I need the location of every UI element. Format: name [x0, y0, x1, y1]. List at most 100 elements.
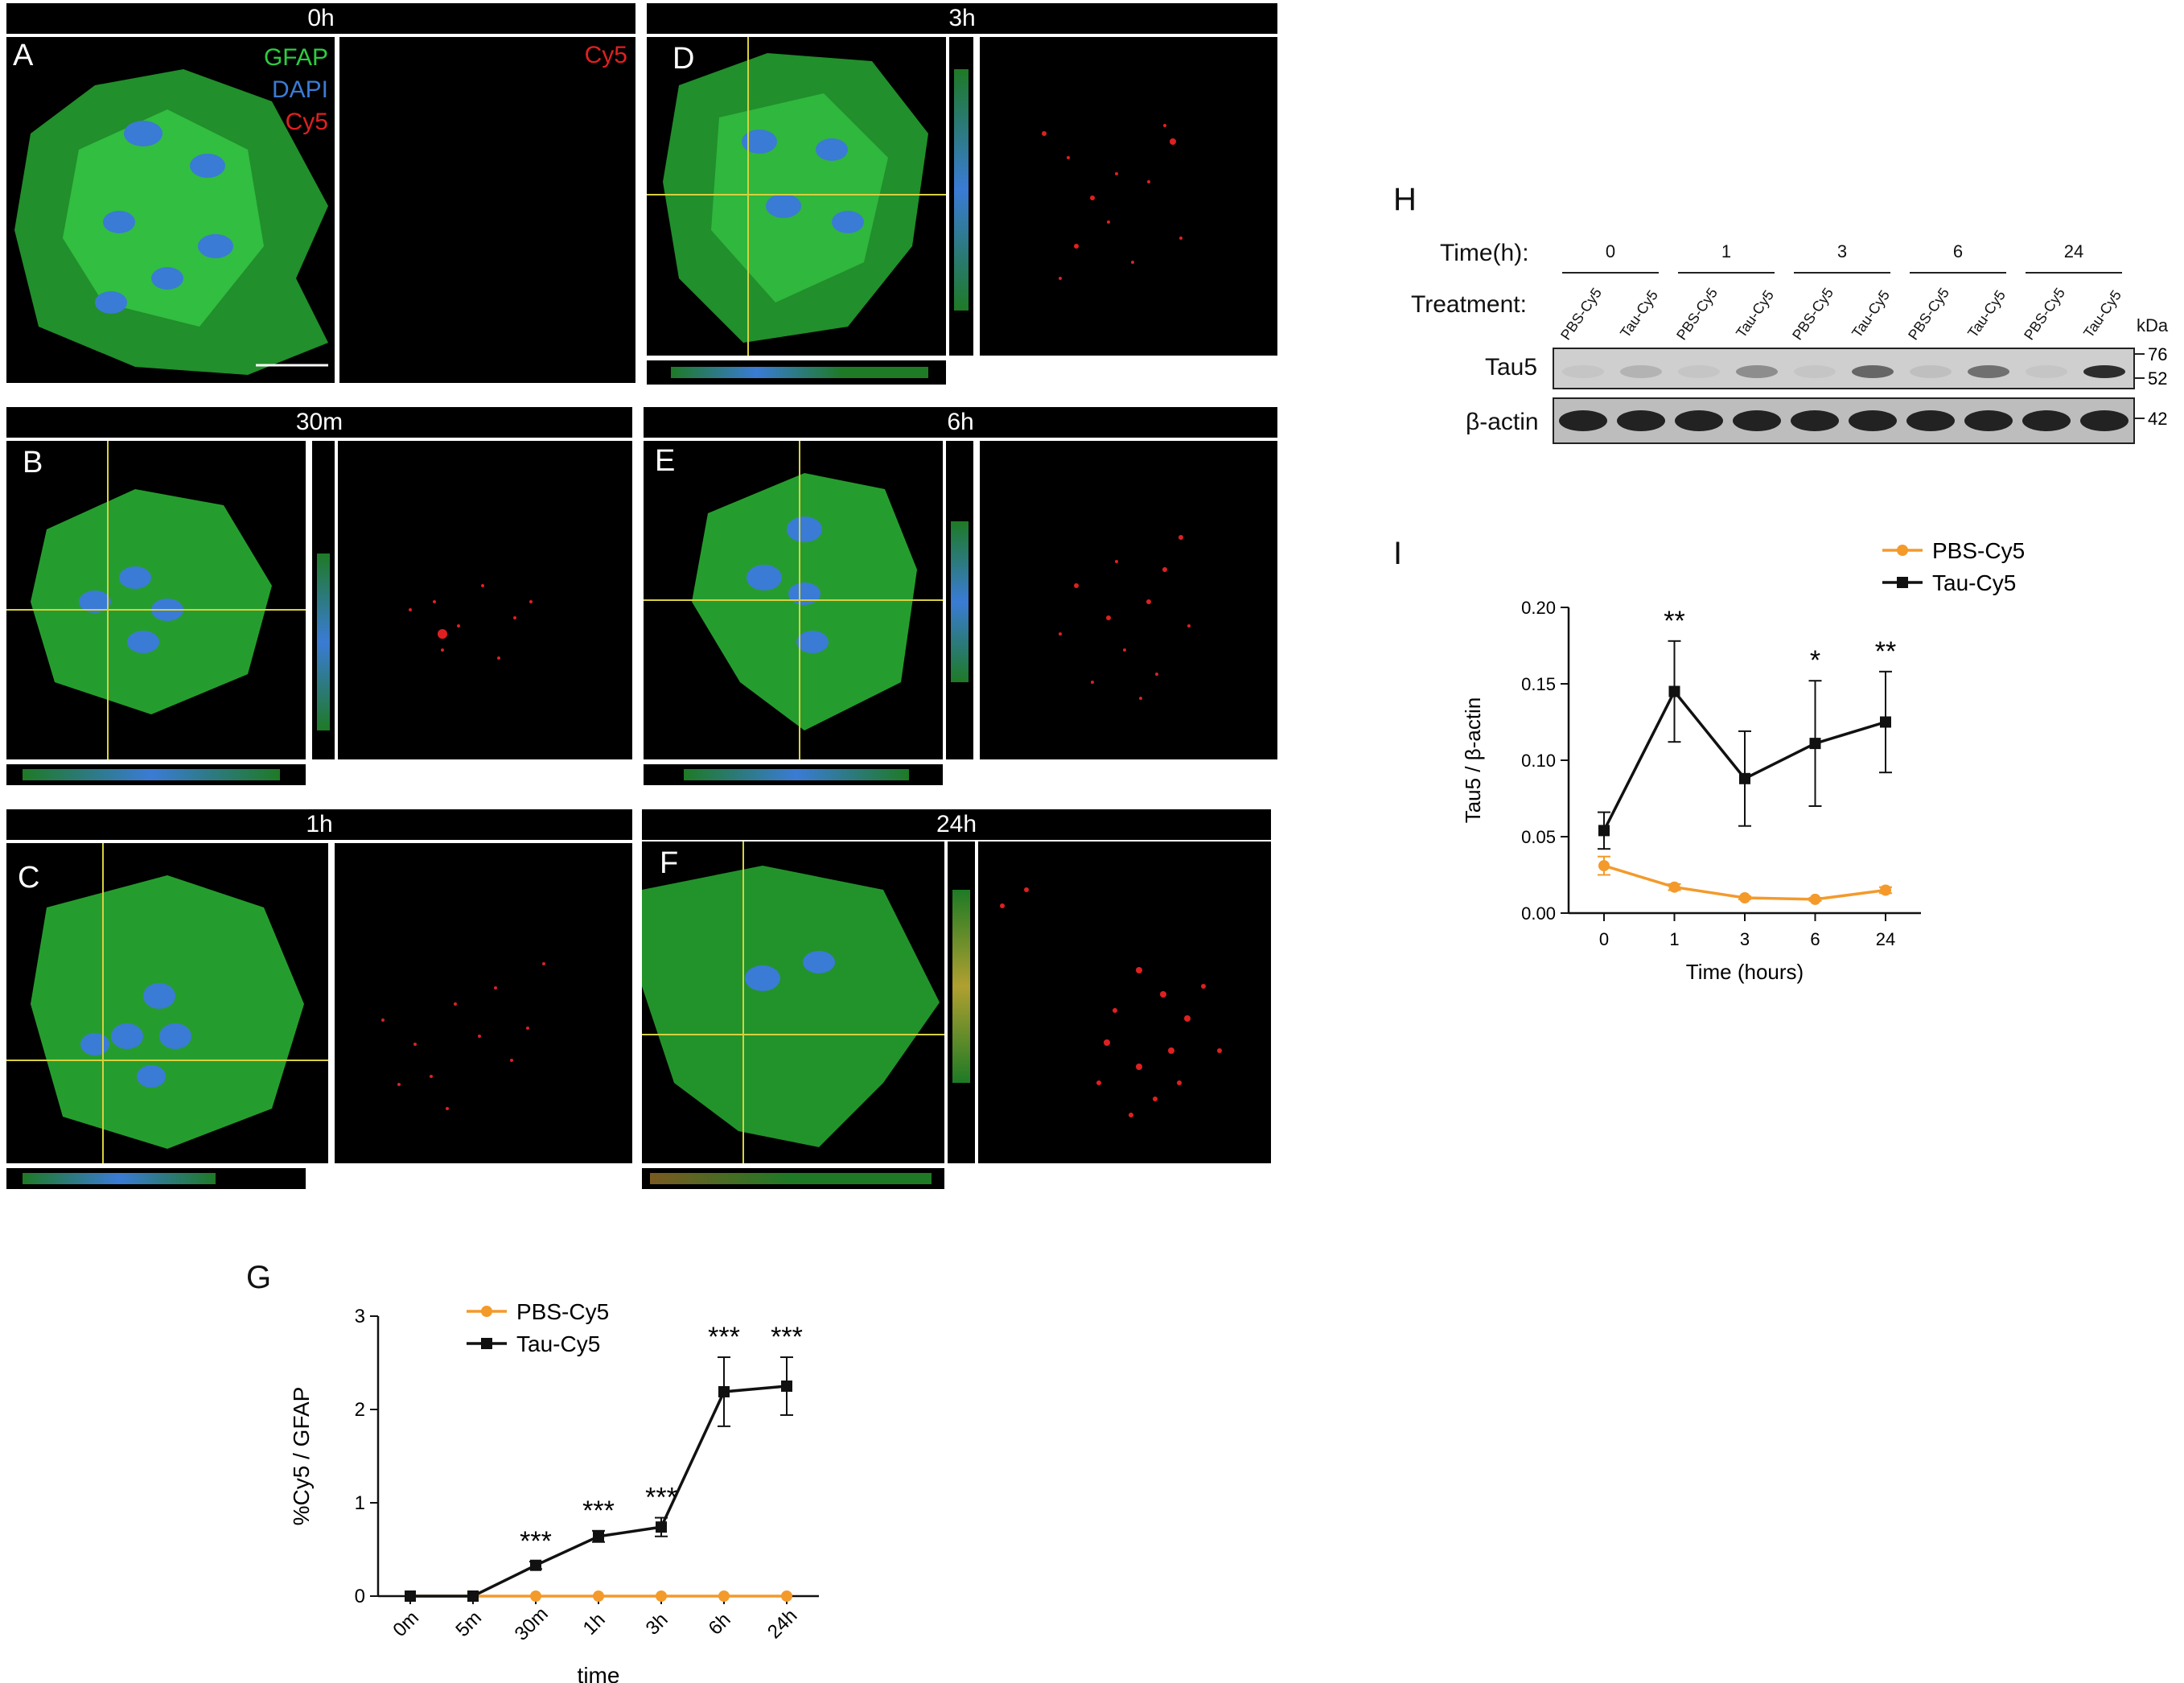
- blot-row-label-tau5: Tau5: [1485, 354, 1538, 381]
- time-group-0: 0: [1562, 241, 1659, 274]
- tau5-band: [1968, 365, 2009, 378]
- tau5-band: [1678, 365, 1720, 378]
- x-tick-label: 24h: [763, 1605, 801, 1643]
- lane-label: PBS-Cy5: [2021, 285, 2069, 344]
- data-point-tau-cy5: [1739, 772, 1750, 784]
- micrograph-e-merge: E: [644, 441, 943, 759]
- cy5-puncta-f: [1000, 887, 1222, 1117]
- y-tick-label: 2: [355, 1399, 365, 1421]
- x-tick-label: 5m: [451, 1607, 486, 1641]
- lane-label: Tau-Cy5: [1849, 287, 1894, 341]
- tau5-band: [1736, 365, 1778, 378]
- cy5-channel-label: Cy5: [584, 42, 627, 68]
- cy5-puncta-c: [381, 962, 545, 1110]
- actin-band: [1617, 410, 1665, 431]
- panel-letter-i: I: [1393, 536, 1403, 571]
- data-point-tau-cy5: [656, 1521, 667, 1533]
- legend-label: PBS-Cy5: [516, 1299, 609, 1324]
- cy5-puncta-e: [1059, 535, 1191, 700]
- astrocyte-image-d: [647, 37, 946, 356]
- x-tick-label: 6h: [705, 1609, 735, 1640]
- legend-label: PBS-Cy5: [1932, 538, 2025, 563]
- data-point-pbs-cy5: [718, 1590, 730, 1602]
- channel-legend: GFAP DAPI Cy5: [264, 42, 328, 138]
- significance-label: ***: [520, 1526, 552, 1557]
- orthogonal-x-c: [6, 1168, 306, 1189]
- chart-i: 0.00 0.05 0.10 0.15 0.20 0 1 3 6 24 Time (hours) Ta…: [1461, 538, 2025, 984]
- astrocyte-image-e: [644, 441, 943, 759]
- data-point-pbs-cy5: [656, 1590, 667, 1602]
- legend-marker: [481, 1338, 492, 1349]
- orthogonal-y-b: [312, 441, 335, 759]
- tau5-bands: [1562, 365, 2125, 378]
- tau5-band: [2026, 365, 2067, 378]
- lane-label: PBS-Cy5: [1673, 285, 1721, 344]
- time-header-a: 0h: [6, 3, 635, 34]
- time-group-6: 6: [1910, 241, 2006, 274]
- marker-76: 76: [2148, 344, 2167, 364]
- lane-label: Tau-Cy5: [1617, 287, 1662, 341]
- data-point-pbs-cy5: [1880, 884, 1891, 896]
- data-point-tau-cy5: [467, 1590, 479, 1602]
- y-axis-label: %Cy5 / GFAP: [289, 1387, 314, 1526]
- x-tick-label: 6: [1810, 929, 1820, 949]
- time-header-e: 6h: [644, 407, 1277, 438]
- kda-markers: 76 52 42: [2133, 344, 2167, 429]
- micrograph-b-cy5: [338, 441, 632, 759]
- panel-letter-a: A: [13, 39, 34, 72]
- data-point-tau-cy5: [1809, 738, 1821, 750]
- astrocyte-image-a: [14, 69, 328, 375]
- y-axis-label: Tau5 / β-actin: [1461, 697, 1485, 824]
- time-group-24: 24: [2026, 241, 2122, 274]
- data-point-pbs-cy5: [1598, 860, 1610, 872]
- significance-label: ***: [708, 1322, 740, 1352]
- data-point-tau-cy5: [718, 1385, 730, 1397]
- x-tick-label: 3: [1740, 929, 1750, 949]
- y-tick-label: 0.05: [1521, 827, 1556, 847]
- time-header-f: 24h: [642, 809, 1271, 840]
- orthogonal-y-f: [948, 842, 975, 1163]
- lane-label: Tau-Cy5: [2080, 287, 2125, 341]
- time-group-1: 1: [1678, 241, 1775, 274]
- data-point-pbs-cy5: [1739, 892, 1750, 903]
- x-tick-label: 0: [1599, 929, 1609, 949]
- actin-band: [1791, 410, 1839, 431]
- micrograph-d-merge: D: [647, 37, 946, 356]
- micrograph-f-merge: F: [642, 842, 944, 1163]
- series-line-tau-cy5: [410, 1385, 788, 1598]
- y-tick-label: 1: [355, 1492, 365, 1514]
- data-point-tau-cy5: [1880, 716, 1891, 728]
- data-point-tau-cy5: [593, 1530, 604, 1542]
- panel-letter-f: F: [660, 846, 679, 880]
- tau5-band: [2083, 365, 2125, 378]
- x-tick-label: 3h: [642, 1609, 672, 1640]
- y-tick-label: 0: [355, 1586, 365, 1607]
- orthogonal-x-f: [642, 1168, 944, 1189]
- blot-time-label: Time(h):: [1440, 240, 1529, 266]
- lane-label: Tau-Cy5: [1733, 287, 1778, 341]
- micrograph-f-cy5: [978, 842, 1271, 1163]
- micrograph-b-merge: B: [6, 441, 306, 759]
- data-point-pbs-cy5: [781, 1590, 792, 1602]
- actin-band: [2080, 410, 2128, 431]
- lane-label: PBS-Cy5: [1905, 285, 1953, 344]
- time-header-c: 1h: [6, 809, 632, 840]
- orthogonal-y-e: [946, 441, 973, 759]
- tau5-band: [1910, 365, 1952, 378]
- actin-band: [2022, 410, 2071, 431]
- panel-letter-d: D: [672, 42, 695, 76]
- significance-label: **: [1875, 636, 1896, 667]
- legend-marker: [1897, 577, 1908, 588]
- orthogonal-x-d: [647, 360, 946, 385]
- x-tick-label: 1: [1669, 929, 1679, 949]
- time-header-d: 3h: [647, 3, 1277, 34]
- lane-label: Tau-Cy5: [1964, 287, 2009, 341]
- panel-letter-g: G: [246, 1260, 272, 1295]
- blot-membrane-tau5: [1553, 348, 2135, 389]
- significance-label: **: [1664, 606, 1684, 636]
- y-tick-label: 0.10: [1521, 751, 1556, 771]
- marker-52: 52: [2148, 368, 2167, 389]
- actin-bands: [1559, 410, 2128, 431]
- x-tick-label: 0m: [389, 1607, 423, 1641]
- tau5-band: [1562, 365, 1604, 378]
